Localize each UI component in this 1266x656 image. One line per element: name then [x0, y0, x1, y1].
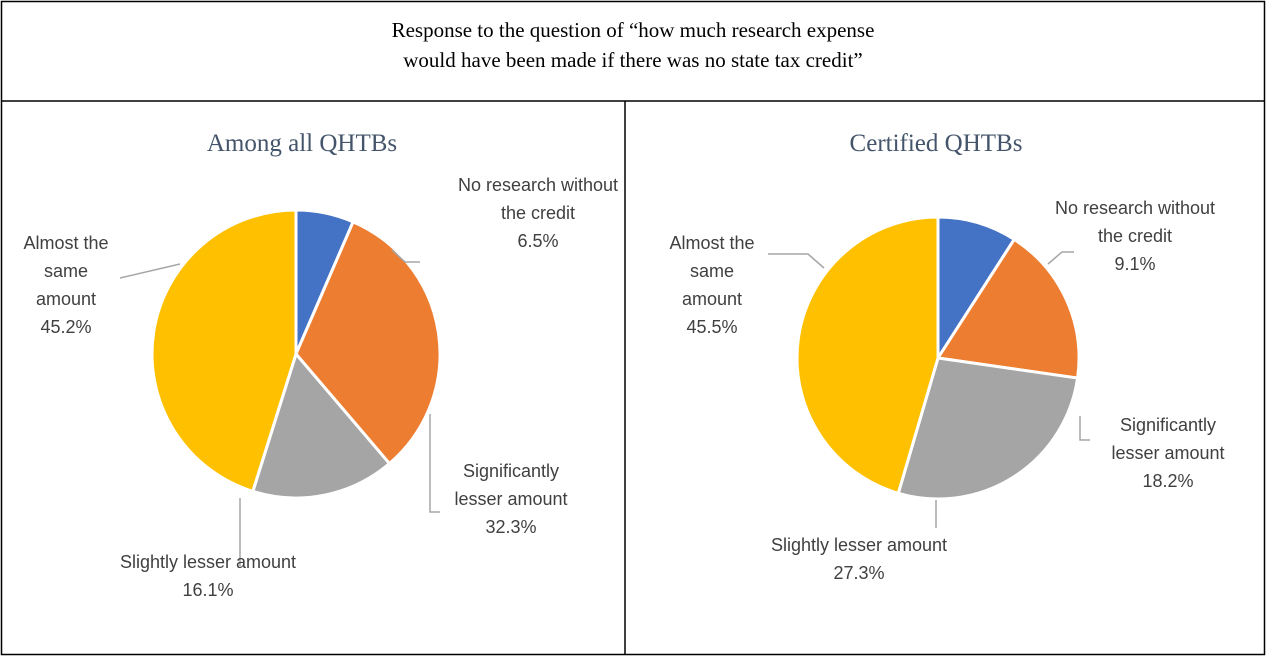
data-label: Significantly lesser amount 32.3%	[361, 457, 661, 541]
data-label: No research without the credit 9.1%	[985, 194, 1266, 278]
value-label: 9.1%	[1114, 254, 1156, 274]
data-label: Almost the same amount 45.5%	[562, 229, 862, 341]
pie-slice	[795, 215, 940, 495]
pie-slice	[150, 208, 298, 493]
category-label: Slightly lesser amount	[770, 535, 948, 555]
leader-line	[1047, 251, 1074, 265]
leader-line	[768, 253, 825, 269]
data-label: Slightly lesser amount 27.3%	[709, 531, 1009, 587]
pie-slice	[251, 352, 391, 500]
data-label: Slightly lesser amount 16.1%	[58, 548, 358, 604]
category-label: No research without the credit	[1054, 198, 1216, 246]
leader-line	[119, 263, 181, 279]
pie-slice	[936, 237, 1081, 380]
value-label: 32.3%	[485, 517, 537, 537]
pie-slice	[936, 215, 1016, 360]
pie-slice	[896, 356, 1080, 501]
category-label: Slightly lesser amount	[119, 552, 297, 572]
value-label: 6.5%	[517, 231, 559, 251]
leader-line	[429, 414, 440, 513]
category-label: Significantly lesser amount	[1111, 415, 1225, 463]
leader-line	[1079, 416, 1090, 441]
chart-title: Certified QHTBs	[849, 130, 1023, 157]
value-label: 18.2%	[1142, 471, 1194, 491]
data-label: No research without the credit 6.5%	[388, 171, 688, 255]
data-label: Significantly lesser amount 18.2%	[1018, 411, 1266, 495]
leader-line	[391, 249, 420, 263]
value-label: 16.1%	[182, 580, 234, 600]
data-label: Almost the same amount 45.2%	[0, 229, 216, 341]
category-label: Almost the same amount	[23, 233, 109, 309]
category-label: No research without the credit	[457, 175, 619, 223]
header-line: would have been made if there was no sta…	[403, 48, 863, 72]
pie-slice	[294, 220, 442, 466]
category-label: Almost the same amount	[669, 233, 755, 309]
category-label: Significantly lesser amount	[454, 461, 568, 509]
header-line: Response to the question of “how much re…	[391, 18, 875, 42]
value-label: 27.3%	[833, 563, 885, 583]
value-label: 45.2%	[40, 317, 92, 337]
value-label: 45.5%	[686, 317, 738, 337]
chart-title: Among all QHTBs	[206, 130, 398, 157]
